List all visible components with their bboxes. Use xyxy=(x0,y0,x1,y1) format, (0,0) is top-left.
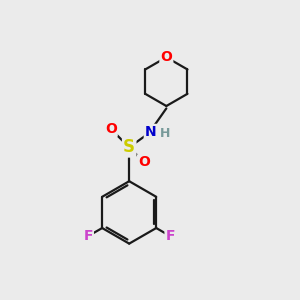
Text: S: S xyxy=(123,138,135,156)
Text: H: H xyxy=(160,127,171,140)
Text: O: O xyxy=(138,155,150,169)
Text: O: O xyxy=(160,50,172,64)
Text: N: N xyxy=(145,125,156,139)
Text: F: F xyxy=(83,229,93,243)
Text: F: F xyxy=(166,229,175,243)
Text: O: O xyxy=(105,122,117,136)
